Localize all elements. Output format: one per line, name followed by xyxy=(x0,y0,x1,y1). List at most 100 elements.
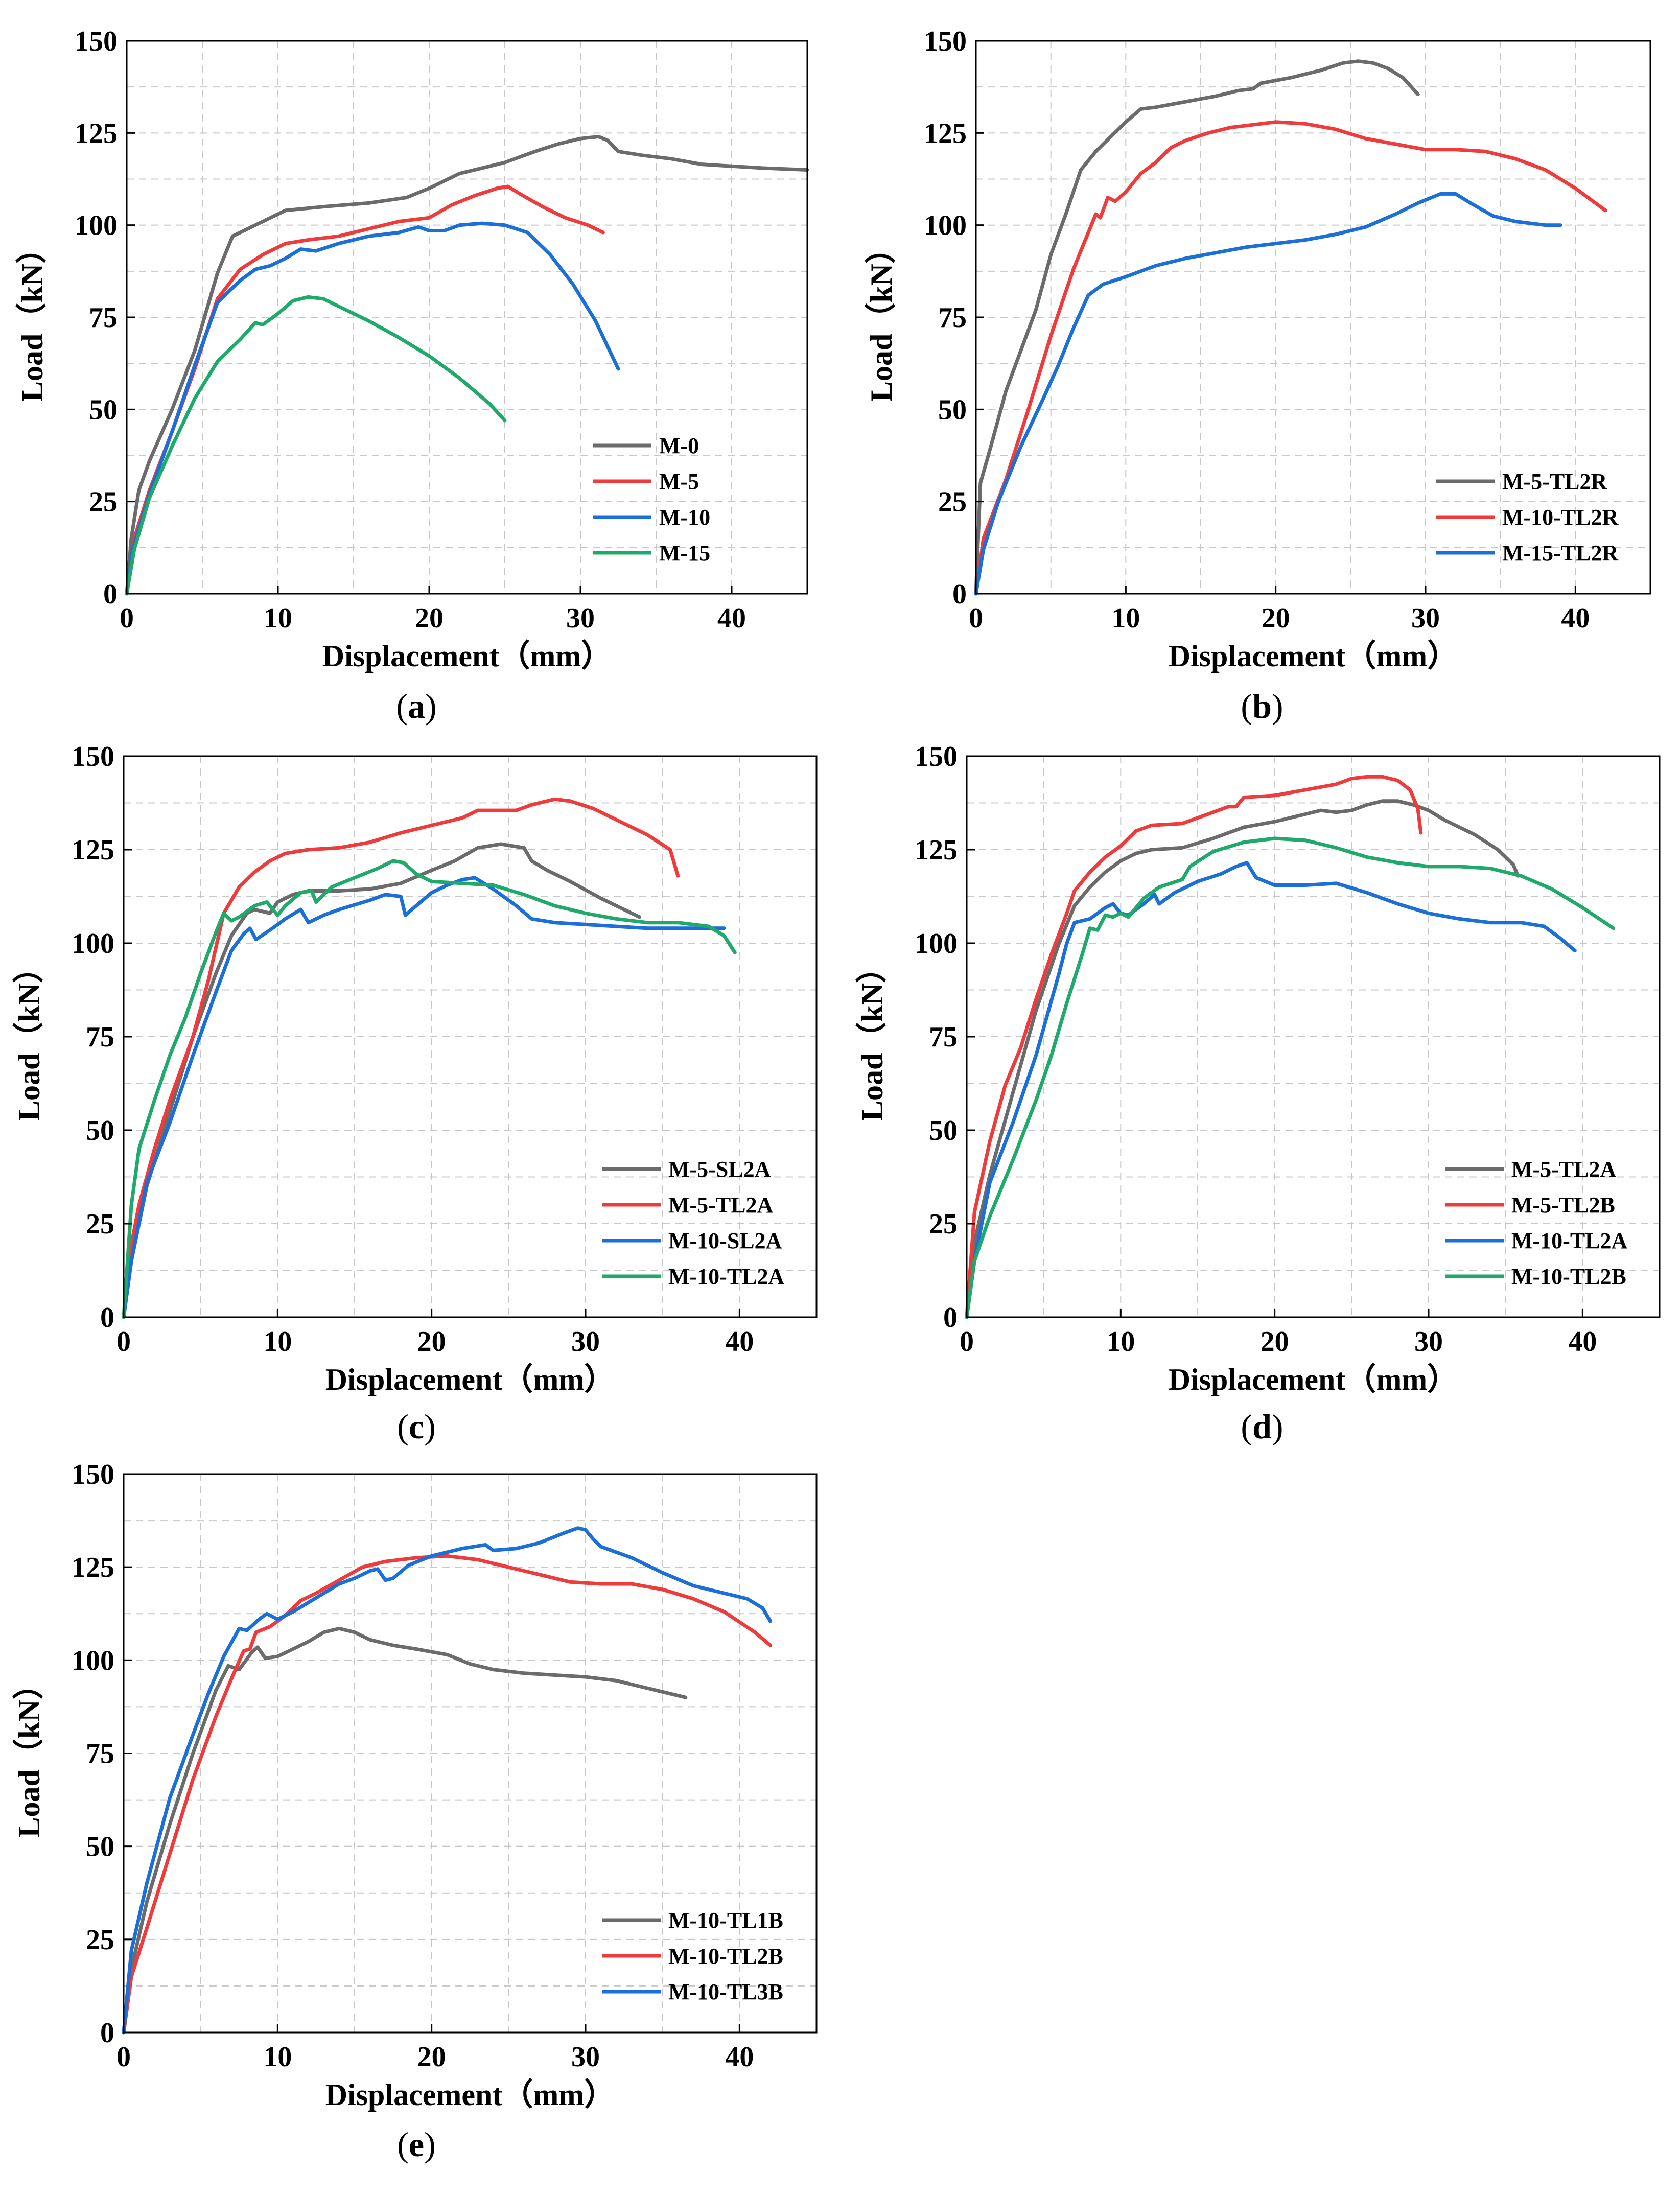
x-tick-label: 10 xyxy=(1106,1326,1135,1358)
y-tick-label: 0 xyxy=(100,1302,114,1334)
x-tick-label: 30 xyxy=(571,1326,600,1358)
panel-label: (d) xyxy=(1241,1407,1283,1446)
series-line-m-10-tl3b xyxy=(122,1526,773,2035)
panel-label: (c) xyxy=(397,1407,436,1446)
y-tick-label: 100 xyxy=(924,210,967,242)
series-line-m-5-tl2a xyxy=(122,797,680,1319)
y-tick-label: 150 xyxy=(72,741,114,773)
legend-label: M-5-TL2A xyxy=(668,1193,774,1218)
legend-label: M-5-SL2A xyxy=(668,1157,771,1182)
y-tick-label: 125 xyxy=(72,834,114,866)
series-line-m-10-tl2r xyxy=(974,120,1607,596)
x-tick-label: 40 xyxy=(725,1326,754,1358)
series-group xyxy=(122,797,737,1319)
legend: M-5-TL2A M-5-TL2B M-10-TL2A M-10-TL2B xyxy=(1445,1157,1628,1289)
y-tick-label: 125 xyxy=(915,834,958,866)
y-tick-label: 25 xyxy=(86,1208,114,1240)
x-tick-label: 30 xyxy=(1414,1326,1443,1358)
x-tick-label: 20 xyxy=(1262,602,1290,634)
chart-panel-c: 0 10 20 30 40 0 25 50 75 100 125 150 Displacement（mm… xyxy=(12,741,818,1446)
y-tick-label: 25 xyxy=(938,486,967,518)
series-line-m-5-tl2b xyxy=(965,775,1423,1319)
legend-label: M-10-TL1B xyxy=(668,1908,783,1933)
series-line-m-5-tl2r xyxy=(974,59,1420,596)
x-tick-label: 40 xyxy=(717,602,746,634)
y-tick-label: 50 xyxy=(938,394,967,426)
ticks: 0 10 20 30 40 0 25 50 75 100 125 150 xyxy=(72,1459,754,2073)
legend-label: M-5 xyxy=(659,469,699,494)
x-axis-title: Displacement（mm） xyxy=(1169,1362,1458,1396)
x-axis-title: Displacement（mm） xyxy=(325,2077,615,2112)
grid xyxy=(967,756,1660,1317)
chart-panel-e: 0 10 20 30 40 0 25 50 75 100 125 150 Displacement（mm… xyxy=(12,1459,818,2164)
y-tick-label: 75 xyxy=(938,302,967,334)
legend-label: M-5-TL2B xyxy=(1511,1193,1615,1218)
series-line-m-15 xyxy=(125,295,507,596)
y-tick-label: 50 xyxy=(929,1115,958,1147)
y-tick-label: 0 xyxy=(943,1302,958,1334)
y-axis-title: Load（kN） xyxy=(15,233,49,402)
y-tick-label: 100 xyxy=(72,1645,114,1676)
series-group xyxy=(974,59,1607,596)
x-tick-label: 10 xyxy=(264,602,292,634)
x-tick-label: 0 xyxy=(969,602,983,634)
legend-label: M-10-TL2B xyxy=(1511,1264,1626,1289)
y-tick-label: 150 xyxy=(75,26,118,57)
series-line-m-10-tl2b xyxy=(122,1554,773,2035)
chart-panel-d: 0 10 20 30 40 0 25 50 75 100 125 150 Displacement（mm… xyxy=(855,741,1661,1446)
x-tick-label: 30 xyxy=(571,2041,600,2073)
y-tick-label: 25 xyxy=(89,486,118,518)
legend: M-0 M-5 M-10 M-15 xyxy=(593,433,710,566)
legend-label: M-10-TL3B xyxy=(668,1979,783,2004)
y-tick-label: 50 xyxy=(86,1115,114,1147)
grid xyxy=(124,756,816,1317)
x-tick-label: 20 xyxy=(417,2041,446,2073)
x-tick-label: 10 xyxy=(263,2041,292,2073)
x-tick-label: 20 xyxy=(417,1326,446,1358)
x-tick-label: 10 xyxy=(263,1326,292,1358)
x-axis-title: Displacement（mm） xyxy=(325,1362,615,1396)
y-tick-label: 25 xyxy=(86,1924,114,1956)
ticks: 0 10 20 30 40 0 25 50 75 100 125 150 xyxy=(924,26,1590,634)
legend-label: M-5-TL2A xyxy=(1511,1157,1617,1182)
panel-label: (a) xyxy=(396,687,436,726)
grid xyxy=(127,41,807,594)
x-tick-label: 40 xyxy=(725,2041,754,2073)
chart-panel-b: 0 10 20 30 40 0 25 50 75 100 125 150 Displacement（mm… xyxy=(864,26,1651,726)
x-tick-label: 10 xyxy=(1111,602,1140,634)
x-tick-label: 0 xyxy=(120,602,134,634)
legend-label: M-15-TL2R xyxy=(1502,541,1619,566)
ticks: 0 10 20 30 40 0 25 50 75 100 125 150 xyxy=(72,741,754,1358)
legend-label: M-10-TL2A xyxy=(1511,1228,1628,1253)
series-group xyxy=(125,135,809,596)
grid xyxy=(976,41,1650,594)
y-tick-label: 100 xyxy=(75,210,118,242)
series-line-m-15-tl2r xyxy=(974,192,1562,596)
legend-label: M-10-TL2A xyxy=(668,1264,785,1289)
legend: M-5-SL2A M-5-TL2A M-10-SL2A M-10-TL2A xyxy=(602,1157,785,1289)
series-line-m-0 xyxy=(125,135,809,596)
legend-label: M-10-SL2A xyxy=(668,1228,782,1253)
legend-label: M-0 xyxy=(659,433,699,458)
x-tick-label: 30 xyxy=(566,602,595,634)
x-tick-label: 0 xyxy=(960,1326,974,1358)
y-tick-label: 50 xyxy=(86,1831,114,1863)
x-axis-title: Displacement（mm） xyxy=(322,639,612,673)
y-axis-title: Load（kN） xyxy=(12,952,46,1121)
y-tick-label: 75 xyxy=(86,1021,114,1053)
y-tick-label: 50 xyxy=(89,394,118,426)
panel-label: (b) xyxy=(1241,687,1283,726)
y-axis-title: Load（kN） xyxy=(855,952,889,1121)
chart-panel-a: 0 10 20 30 40 0 25 50 75 100 125 150 Displacement（mm… xyxy=(15,26,809,726)
y-tick-label: 0 xyxy=(103,578,118,610)
x-tick-label: 20 xyxy=(415,602,444,634)
y-tick-label: 100 xyxy=(915,928,958,960)
y-tick-label: 150 xyxy=(924,26,967,57)
y-tick-label: 25 xyxy=(929,1208,958,1240)
x-tick-label: 0 xyxy=(116,1326,131,1358)
x-tick-label: 40 xyxy=(1568,1326,1597,1358)
legend-label: M-10-TL2B xyxy=(668,1944,783,1969)
series-group xyxy=(122,1526,773,2035)
